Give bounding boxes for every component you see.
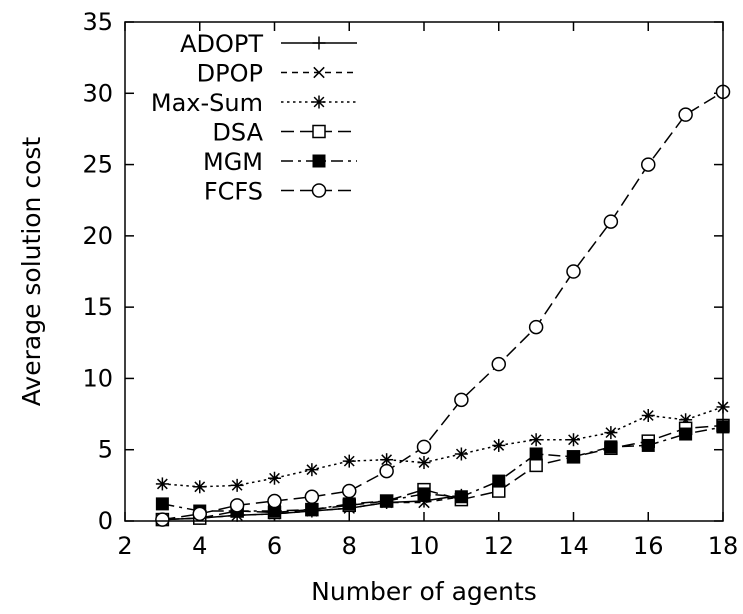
legend-marker: [312, 124, 326, 139]
data-point: [678, 107, 693, 122]
data-point: [155, 477, 169, 491]
series-line-fcfs: [162, 91, 724, 521]
data-point: [192, 506, 207, 522]
data-point: [268, 471, 281, 485]
data-point: [193, 480, 207, 494]
legend-item: FCFS: [204, 178, 357, 206]
series-line-dpop: [162, 496, 462, 521]
legend-marker: [311, 183, 327, 198]
data-point: [416, 439, 432, 455]
data-point: [566, 264, 581, 279]
x-tick-label: 16: [633, 532, 664, 560]
x-tick-label: 6: [267, 532, 282, 560]
legend-label: DPOP: [197, 60, 263, 88]
data-point: [305, 463, 319, 477]
data-point: [342, 483, 357, 499]
data-point: [342, 497, 356, 511]
y-tick-label: 15: [82, 293, 113, 321]
x-tick-label: 10: [409, 532, 440, 560]
data-point: [641, 157, 656, 172]
legend-label: Max-Sum: [151, 89, 263, 117]
y-tick-label: 30: [82, 79, 113, 107]
series-line-dsa: [162, 424, 724, 521]
data-point: [417, 456, 431, 470]
y-tick-label: 10: [82, 364, 113, 392]
y-tick-label: 0: [98, 507, 113, 535]
legend-label: DSA: [212, 119, 263, 147]
data-point: [305, 503, 319, 517]
data-point: [230, 478, 244, 492]
x-tick-label: 8: [342, 532, 357, 560]
data-point: [567, 433, 580, 447]
legend-item: DPOP: [197, 60, 357, 88]
legend-label: FCFS: [204, 178, 263, 206]
x-axis-label: Number of agents: [311, 577, 537, 606]
data-point: [492, 438, 506, 452]
legend-label: ADOPT: [180, 30, 263, 58]
data-point: [528, 319, 544, 335]
series-fcfs: [155, 84, 731, 527]
legend-item: DSA: [212, 119, 357, 147]
y-tick-label: 20: [82, 222, 113, 250]
data-point: [454, 490, 468, 504]
x-tick-label: 4: [192, 532, 207, 560]
data-point: [229, 498, 245, 513]
legend-label: MGM: [203, 148, 263, 176]
legend-marker: [312, 154, 326, 168]
data-point: [379, 463, 394, 479]
data-point: [155, 497, 169, 511]
y-axis-label: Average solution cost: [17, 137, 46, 407]
data-point: [641, 438, 655, 452]
data-point: [641, 408, 655, 422]
data-point: [304, 489, 320, 505]
legend-item: ADOPT: [180, 30, 357, 58]
data-point: [267, 493, 282, 509]
y-tick-label: 35: [82, 8, 113, 36]
series-line-mgm: [162, 426, 724, 512]
data-point: [342, 454, 356, 468]
x-tick-label: 2: [117, 532, 132, 560]
x-tick-label: 14: [558, 532, 589, 560]
legend-item: Max-Sum: [151, 89, 357, 117]
data-point: [492, 474, 506, 488]
data-point: [491, 356, 506, 372]
series-mgm: [155, 420, 730, 518]
plot-frame: [124, 21, 724, 522]
data-point: [604, 440, 618, 454]
y-tick-label: 5: [98, 436, 113, 464]
x-tick-label: 18: [708, 532, 739, 560]
data-point: [603, 214, 619, 229]
series-line-max-sum: [162, 406, 724, 488]
legend-marker: [312, 95, 326, 109]
legend-marker: [312, 36, 326, 50]
axis-ticks: 2 4 6 8 10 12 14 16 18 0 5 10 15 20 25 30 35: [82, 8, 738, 560]
data-point: [679, 427, 693, 441]
x-tick-label: 12: [483, 532, 514, 560]
legend-item: MGM: [203, 148, 357, 176]
data-point: [380, 494, 394, 508]
data-point: [268, 504, 281, 518]
data-point: [604, 426, 618, 440]
data-point: [529, 458, 543, 473]
y-tick-label: 25: [82, 151, 113, 179]
data-point: [529, 433, 543, 447]
data-point: [567, 450, 580, 464]
data-point: [417, 487, 431, 501]
legend-marker: [313, 66, 325, 79]
data-point: [155, 512, 170, 527]
data-point: [454, 392, 469, 408]
data-point: [454, 447, 468, 461]
data-point: [529, 447, 543, 461]
